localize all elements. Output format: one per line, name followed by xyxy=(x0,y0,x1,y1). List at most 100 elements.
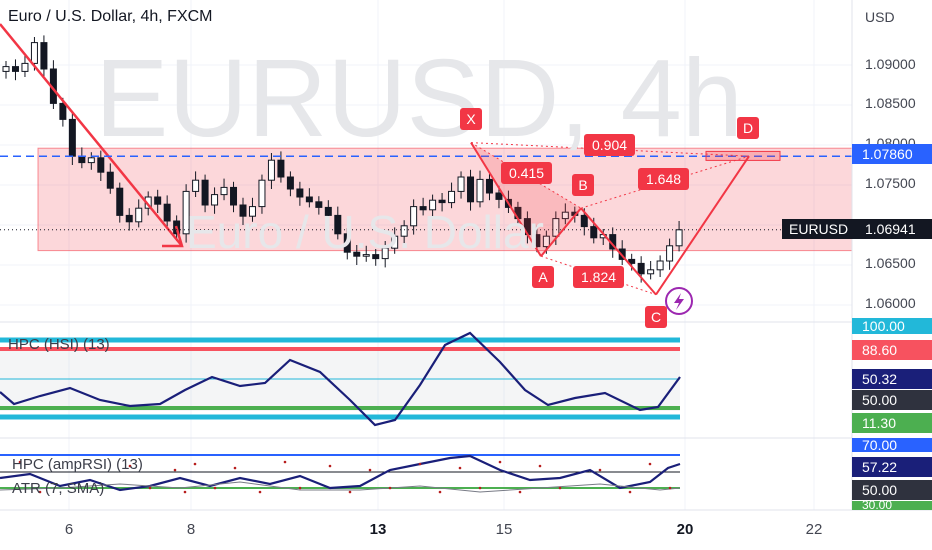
candle xyxy=(97,157,105,173)
candle xyxy=(182,190,190,235)
candle xyxy=(552,218,560,237)
harmonic-point-a[interactable]: A xyxy=(532,266,554,288)
harmonic-point-b[interactable]: B xyxy=(572,174,594,196)
candle xyxy=(647,269,655,275)
amprsi-dot xyxy=(458,466,462,470)
candle xyxy=(296,188,304,198)
candle xyxy=(2,66,10,72)
candle xyxy=(30,42,38,64)
price-tick: 1.06000 xyxy=(865,295,916,311)
amprsi-dot xyxy=(438,490,442,494)
amprsi-dot xyxy=(233,466,237,470)
currency-label: USD xyxy=(865,9,895,25)
hsi-indicator-label[interactable]: HPC (HSI) (13) xyxy=(8,336,110,353)
ratio-cd-label[interactable]: 1.648 xyxy=(638,168,690,190)
candle xyxy=(372,254,380,260)
candle xyxy=(277,159,285,178)
amprsi-dot xyxy=(128,464,132,468)
amprsi-dot xyxy=(183,490,187,494)
candle xyxy=(429,199,437,211)
candle xyxy=(590,226,598,239)
d-target-box xyxy=(705,150,781,161)
candle xyxy=(230,186,238,206)
amprsi-indicator-label[interactable]: HPC (ampRSI) (13) xyxy=(12,456,143,473)
atr-indicator-label[interactable]: ATR (7, SMA) xyxy=(12,480,105,497)
price-tick: 1.06500 xyxy=(865,255,916,271)
trend-arrow-head xyxy=(162,225,184,248)
atr-line xyxy=(0,481,681,493)
candle xyxy=(78,155,86,164)
candle xyxy=(476,178,484,203)
amprsi-line xyxy=(0,454,681,492)
amprsi-badge-50: 50.00 xyxy=(852,480,932,500)
candle xyxy=(59,102,67,120)
amprsi-dot xyxy=(498,460,502,464)
amprsi-dot xyxy=(283,460,287,464)
candle xyxy=(163,203,171,222)
candle xyxy=(267,159,275,181)
amprsi-dot xyxy=(418,462,422,466)
amprsi-dot xyxy=(258,490,262,494)
date-tick: 8 xyxy=(186,521,196,538)
chart-title: Euro / U.S. Dollar, 4h, FXCM xyxy=(8,8,213,25)
harmonic-point-c[interactable]: C xyxy=(645,306,667,328)
harmonic-leg xyxy=(580,207,657,296)
candle xyxy=(135,207,143,223)
price-tick: 1.08500 xyxy=(865,95,916,111)
candle xyxy=(656,260,664,271)
candle xyxy=(220,186,228,196)
candle xyxy=(201,179,209,206)
amprsi-dot xyxy=(518,490,522,494)
candle xyxy=(542,235,550,248)
candle xyxy=(87,157,95,164)
harmonic-ratio-line xyxy=(580,155,750,209)
amprsi-dot xyxy=(328,464,332,468)
amprsi-dot xyxy=(18,460,22,464)
amprsi-indicator-pane xyxy=(0,454,681,494)
candle xyxy=(192,179,200,192)
amprsi-dot xyxy=(668,486,672,490)
amprsi-dot xyxy=(348,490,352,494)
amprsi-dot xyxy=(193,462,197,466)
amprsi-dot xyxy=(298,486,302,490)
candle xyxy=(324,206,332,216)
candle xyxy=(561,211,569,220)
candle xyxy=(467,176,475,203)
hsi-badge-100: 100.00 xyxy=(852,318,932,334)
flash-alert-icon[interactable] xyxy=(665,287,693,315)
candle xyxy=(495,192,503,200)
harmonic-point-d[interactable]: D xyxy=(737,117,759,139)
candle xyxy=(438,199,446,204)
harmonic-point-x[interactable]: X xyxy=(460,108,482,130)
date-tick: 15 xyxy=(495,521,513,538)
hsi-badge-value: 50.32 xyxy=(852,369,932,389)
candle xyxy=(666,245,674,262)
symbol-tag-name: EURUSD xyxy=(789,221,849,237)
amprsi-dot xyxy=(213,486,217,490)
ratio-ab-label[interactable]: 0.415 xyxy=(501,162,553,184)
candle xyxy=(11,66,19,72)
harmonic-pattern-fill xyxy=(471,142,581,257)
candle xyxy=(457,176,465,192)
amprsi-dot xyxy=(598,468,602,472)
ratio-bc-label[interactable]: 1.824 xyxy=(573,266,625,288)
candle xyxy=(258,179,266,208)
amprsi-dot xyxy=(173,468,177,472)
candle xyxy=(533,234,541,248)
candle xyxy=(248,206,256,217)
hsi-indicator-pane xyxy=(0,331,681,427)
harmonic-ratio-line xyxy=(470,142,750,157)
candle xyxy=(485,178,493,194)
ratio-xd-label[interactable]: 0.904 xyxy=(584,134,636,156)
candle xyxy=(239,204,247,217)
symbol-price-tag: EURUSD 1.06941 xyxy=(782,219,932,239)
candle xyxy=(448,190,456,204)
amprsi-dot xyxy=(368,468,372,472)
amprsi-dot xyxy=(388,486,392,490)
amprsi-dot xyxy=(628,490,632,494)
candle xyxy=(343,233,351,253)
candle xyxy=(391,235,399,249)
date-tick: 20 xyxy=(676,521,694,538)
candle xyxy=(315,201,323,208)
